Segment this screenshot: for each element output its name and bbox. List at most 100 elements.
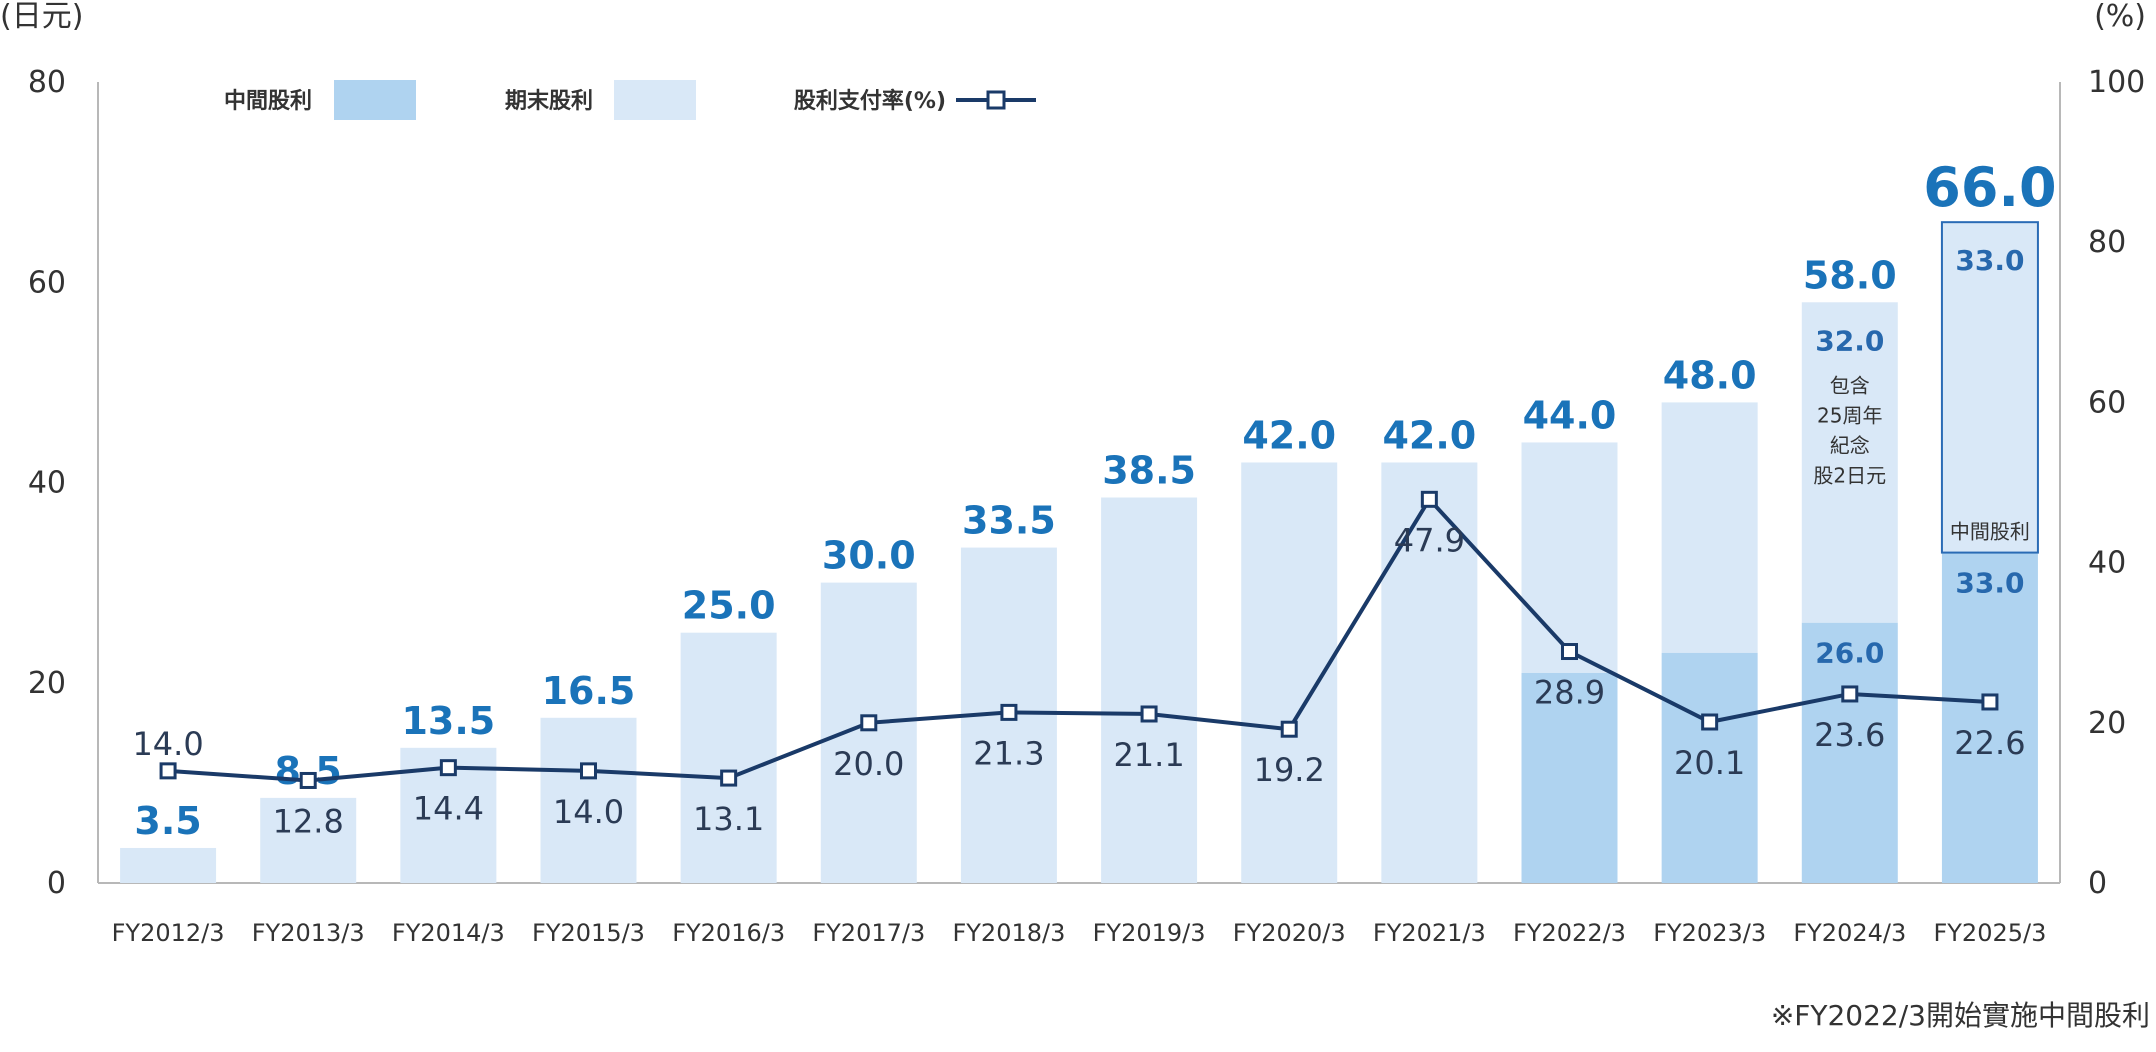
payout-ratio-marker <box>1561 643 1578 661</box>
payout-ratio-marker <box>580 762 597 780</box>
bar-final-FY2025-3 <box>1941 222 2038 553</box>
payout-ratio-label: 22.6 <box>1954 724 2025 762</box>
payout-ratio-label: 20.1 <box>1674 744 1745 782</box>
total-value-label: 33.5 <box>962 499 1056 543</box>
payout-ratio-label: 23.6 <box>1814 716 1885 754</box>
total-value-label: 16.5 <box>542 669 636 713</box>
payout-ratio-line <box>167 496 1991 783</box>
final-segment-label: 32.0 <box>1815 324 1884 357</box>
payout-ratio-marker <box>1841 685 1859 703</box>
total-value-label: 30.0 <box>822 534 916 578</box>
x-tick-label: FY2012/3 <box>112 919 225 947</box>
y-right-tick-label: 100 <box>2088 65 2145 100</box>
footnote: ※FY2022/3開始實施中間股利 <box>1771 999 2150 1032</box>
y-left-unit-label: (日元) <box>0 0 83 34</box>
fy2024-note-line: 包含 <box>1830 373 1870 397</box>
x-tick-label: FY2023/3 <box>1653 919 1766 947</box>
payout-ratio-marker <box>159 762 177 780</box>
bar-final-FY2012-3 <box>120 847 217 883</box>
total-value-label: 3.5 <box>134 799 201 843</box>
total-value-label: 38.5 <box>1102 449 1196 493</box>
x-tick-label: FY2022/3 <box>1513 919 1626 947</box>
payout-ratio-label: 47.9 <box>1394 521 1465 559</box>
payout-ratio-label: 14.4 <box>413 790 484 828</box>
bar-final-FY2020-3 <box>1241 462 1338 883</box>
x-tick-label: FY2017/3 <box>812 919 925 947</box>
y-right-tick-label: 40 <box>2088 546 2126 581</box>
y-left-tick-label: 40 <box>28 466 66 501</box>
total-value-label: 42.0 <box>1382 413 1476 457</box>
legend-swatch-final <box>614 80 696 120</box>
total-value-label: 13.5 <box>401 699 495 743</box>
x-tick-label: FY2013/3 <box>252 919 365 947</box>
legend-swatch-interim <box>334 80 416 120</box>
legend-label-final: 期末股利 <box>505 89 593 114</box>
payout-ratio-label: 21.1 <box>1113 736 1184 774</box>
payout-ratio-marker <box>1140 705 1158 723</box>
payout-ratio-label: 12.8 <box>273 802 344 840</box>
payout-ratio-marker <box>439 759 457 777</box>
x-tick-label: FY2025/3 <box>1933 919 2046 947</box>
bar-final-FY2023-3 <box>1661 402 1758 653</box>
x-tick-label: FY2019/3 <box>1093 919 1206 947</box>
payout-ratio-label: 21.3 <box>973 734 1044 772</box>
legend-label-interim: 中間股利 <box>224 89 312 114</box>
total-value-label: 44.0 <box>1523 393 1617 437</box>
total-value-label: 66.0 <box>1923 156 2056 219</box>
y-right-tick-label: 80 <box>2088 225 2126 260</box>
payout-ratio-marker <box>299 771 317 789</box>
payout-ratio-label: 20.0 <box>833 745 904 783</box>
legend-label-ratio: 股利支付率(%) <box>794 88 946 114</box>
payout-ratio-marker <box>1280 720 1298 738</box>
y-left-tick-label: 80 <box>28 65 66 100</box>
payout-ratio-label: 14.0 <box>132 725 203 763</box>
bar-interim-FY2022-3 <box>1521 672 1618 883</box>
total-value-label: 58.0 <box>1803 253 1897 297</box>
total-value-label: 48.0 <box>1663 353 1757 397</box>
payout-ratio-marker <box>1981 693 1999 711</box>
bar-final-FY2022-3 <box>1521 442 1618 673</box>
fy2025-box-label: 中間股利 <box>1950 520 2030 544</box>
bar-interim-FY2025-3 <box>1941 552 2038 883</box>
y-left-tick-label: 20 <box>28 666 66 701</box>
y-right-tick-label: 20 <box>2088 706 2126 741</box>
bar-final-FY2024-3 <box>1801 302 1898 623</box>
payout-ratio-label: 13.1 <box>693 800 764 838</box>
legend-marker-ratio <box>986 90 1006 110</box>
payout-ratio-marker <box>1701 713 1719 731</box>
bar-interim-FY2023-3 <box>1661 652 1758 883</box>
bar-interim-FY2024-3 <box>1801 622 1898 883</box>
payout-ratio-label: 14.0 <box>553 793 624 831</box>
y-right-tick-label: 60 <box>2088 385 2126 420</box>
bar-final-FY2015-3 <box>540 717 637 883</box>
fy2024-note-line: 25周年 <box>1817 403 1882 427</box>
bar-final-FY2013-3 <box>260 797 357 883</box>
payout-ratio-marker <box>720 769 738 787</box>
payout-ratio-label: 28.9 <box>1534 674 1605 712</box>
x-tick-label: FY2018/3 <box>952 919 1065 947</box>
total-value-label: 42.0 <box>1242 413 1336 457</box>
bar-final-FY2017-3 <box>820 582 917 883</box>
payout-ratio-marker <box>1000 703 1018 721</box>
payout-ratio-label: 19.2 <box>1254 751 1325 789</box>
fy2024-note-line: 股2日元 <box>1813 463 1886 487</box>
payout-ratio-marker <box>860 714 878 732</box>
y-right-unit-label: (%) <box>2094 0 2146 34</box>
x-tick-label: FY2016/3 <box>672 919 785 947</box>
fy2025-final-outline <box>1940 221 2039 554</box>
x-tick-label: FY2014/3 <box>392 919 505 947</box>
y-left-tick-label: 0 <box>47 866 66 901</box>
interim-segment-label: 33.0 <box>1955 567 2024 600</box>
y-left-tick-label: 60 <box>28 265 66 300</box>
x-tick-label: FY2024/3 <box>1793 919 1906 947</box>
bar-final-FY2016-3 <box>680 632 777 883</box>
x-tick-label: FY2020/3 <box>1233 919 1346 947</box>
x-tick-label: FY2015/3 <box>532 919 645 947</box>
y-right-tick-label: 0 <box>2088 866 2107 901</box>
bar-final-FY2019-3 <box>1101 497 1198 883</box>
fy2024-note-line: 紀念 <box>1830 433 1870 457</box>
interim-segment-label: 26.0 <box>1815 637 1884 670</box>
total-value-label: 25.0 <box>682 584 776 628</box>
